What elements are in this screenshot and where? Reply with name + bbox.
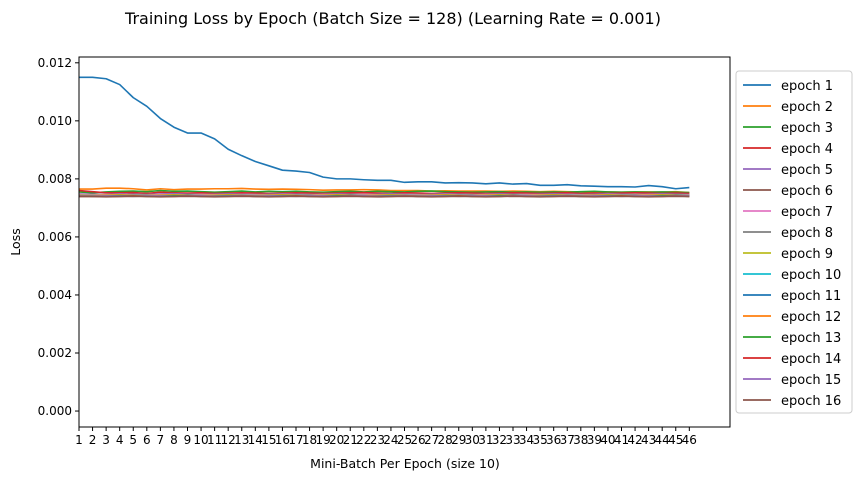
- x-tick-label: 41: [614, 433, 629, 447]
- legend-label: epoch 13: [781, 331, 841, 346]
- x-tick-label: 34: [519, 433, 534, 447]
- x-tick-label: 36: [546, 433, 561, 447]
- x-tick-label: 45: [668, 433, 683, 447]
- x-tick-label: 23: [370, 433, 385, 447]
- x-tick-label: 7: [157, 433, 165, 447]
- plot-area: [78, 56, 731, 428]
- x-tick-label: 1: [75, 433, 83, 447]
- x-tick-label: 17: [288, 433, 303, 447]
- series-line-epoch-4: [78, 189, 690, 195]
- y-tick-label: 0.008: [38, 172, 72, 186]
- x-tick-label: 9: [184, 433, 192, 447]
- x-tick-label: 44: [655, 433, 670, 447]
- x-tick-label: 21: [343, 433, 358, 447]
- y-tick-label: 0.010: [38, 114, 72, 128]
- x-tick-label: 16: [275, 433, 290, 447]
- x-tick-label: 37: [560, 433, 575, 447]
- y-axis-label: Loss: [8, 228, 23, 255]
- chart-title: Training Loss by Epoch (Batch Size = 128…: [124, 9, 661, 28]
- legend-label: epoch 16: [781, 394, 841, 409]
- legend-label: epoch 7: [781, 205, 833, 220]
- x-tick-label: 30: [465, 433, 480, 447]
- legend-box: [735, 70, 853, 414]
- legend-label: epoch 4: [781, 142, 833, 157]
- legend-label: epoch 15: [781, 373, 841, 388]
- x-tick-label: 42: [627, 433, 642, 447]
- x-tick-label: 18: [302, 433, 317, 447]
- x-tick-label: 46: [682, 433, 697, 447]
- x-tick-label: 38: [573, 433, 588, 447]
- x-tick-label: 26: [410, 433, 425, 447]
- x-tick-label: 12: [221, 433, 236, 447]
- x-axis-label: Mini-Batch Per Epoch (size 10): [310, 456, 500, 471]
- legend-label: epoch 1: [781, 79, 833, 94]
- x-tick-label: 25: [397, 433, 412, 447]
- legend-label: epoch 8: [781, 226, 833, 241]
- series-line-epoch-1: [79, 76, 690, 190]
- x-tick-label: 27: [424, 433, 439, 447]
- x-tick-label: 3: [102, 433, 110, 447]
- y-axis: 0.000 0.002 0.004 0.006 0.008 0.010 0.012: [38, 56, 79, 418]
- x-tick-label: 14: [248, 433, 263, 447]
- y-tick-label: 0.000: [38, 404, 72, 418]
- x-tick-label: 31: [478, 433, 493, 447]
- y-tick-label: 0.012: [38, 56, 72, 70]
- x-tick-label: 33: [505, 433, 520, 447]
- legend-label: epoch 3: [781, 121, 833, 136]
- x-tick-label: 29: [451, 433, 466, 447]
- x-tick-label: 5: [129, 433, 137, 447]
- series-line-epoch-3: [78, 189, 690, 194]
- x-tick-label: 22: [356, 433, 371, 447]
- x-tick-label: 13: [234, 433, 249, 447]
- x-axis: 1 2 3 4 5 6 7 8 9 1011121314151617181920212223242…: [75, 427, 697, 447]
- x-tick-label: 43: [641, 433, 656, 447]
- x-tick-label: 35: [532, 433, 547, 447]
- x-tick-label: 6: [143, 433, 151, 447]
- legend: epoch 1 epoch 2 epoch 3 epoch 4 epoch 5 epoch…: [735, 70, 853, 414]
- x-tick-label: 10: [193, 433, 208, 447]
- x-tick-label: 24: [383, 433, 398, 447]
- series-line-epoch-16: [79, 195, 690, 198]
- x-tick-label: 4: [116, 433, 124, 447]
- legend-label: epoch 12: [781, 310, 841, 325]
- x-tick-label: 19: [315, 433, 330, 447]
- y-tick-label: 0.002: [38, 346, 72, 360]
- x-tick-label: 32: [492, 433, 507, 447]
- plot-background: [79, 57, 730, 427]
- x-tick-label: 8: [170, 433, 178, 447]
- legend-label: epoch 5: [781, 163, 833, 178]
- x-tick-label: 39: [587, 433, 602, 447]
- x-tick-label: 28: [438, 433, 453, 447]
- legend-label: epoch 6: [781, 184, 833, 199]
- x-tick-label: 11: [207, 433, 222, 447]
- legend-label: epoch 10: [781, 268, 841, 283]
- legend-label: epoch 9: [781, 247, 833, 262]
- legend-label: epoch 14: [781, 352, 841, 367]
- legend-label: epoch 11: [781, 289, 841, 304]
- x-tick-label: 15: [261, 433, 276, 447]
- y-tick-label: 0.006: [38, 230, 72, 244]
- x-tick-label: 40: [600, 433, 615, 447]
- y-tick-label: 0.004: [38, 288, 72, 302]
- legend-label: epoch 2: [781, 100, 833, 115]
- x-tick-label: 2: [89, 433, 97, 447]
- x-tick-label: 20: [329, 433, 344, 447]
